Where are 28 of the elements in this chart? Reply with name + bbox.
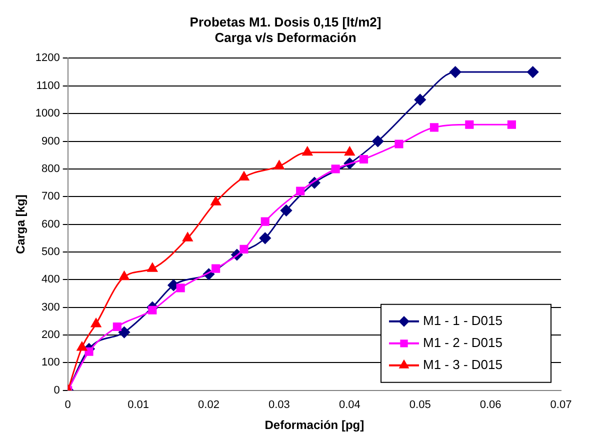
chart-subtitle: Carga v/s Deformación <box>214 30 356 45</box>
y-tick-label: 300 <box>42 301 60 314</box>
y-tick-label: 1100 <box>36 80 60 92</box>
x-tick-label: 0.02 <box>198 399 220 412</box>
chart-title: Probetas M1. Dosis 0,15 [lt/m2] <box>190 14 382 30</box>
x-tick-label: 0.04 <box>338 399 360 412</box>
y-tick-label: 100 <box>42 356 60 369</box>
y-tick-label: 1000 <box>35 108 60 120</box>
y-tick-label: 800 <box>42 162 60 175</box>
x-tick-label: 0.06 <box>480 399 502 412</box>
y-axis-title: Carga [kg] <box>14 194 28 254</box>
legend-label: M1 - 3 - D015 <box>423 356 502 372</box>
x-axis-title: Deformación [pg] <box>264 418 364 432</box>
legend-label: M1 - 1 - D015 <box>423 312 502 328</box>
x-tick-label: 0 <box>64 399 71 412</box>
x-tick-label: 0.05 <box>409 399 431 412</box>
y-tick-label: 200 <box>42 329 60 342</box>
y-tick-label: 400 <box>42 274 60 286</box>
y-tick-label: 700 <box>42 190 60 203</box>
x-tick-label: 0.03 <box>268 399 290 412</box>
x-tick-label: 0.01 <box>128 399 150 412</box>
y-tick-label: 500 <box>42 246 60 258</box>
y-tick-label: 1200 <box>35 52 60 64</box>
y-tick-label: 900 <box>42 135 60 148</box>
x-tick-label: 0.07 <box>550 399 572 412</box>
legend-label: M1 - 2 - D015 <box>423 334 502 350</box>
y-tick-label: 0 <box>54 384 60 396</box>
y-tick-label: 600 <box>42 218 60 230</box>
